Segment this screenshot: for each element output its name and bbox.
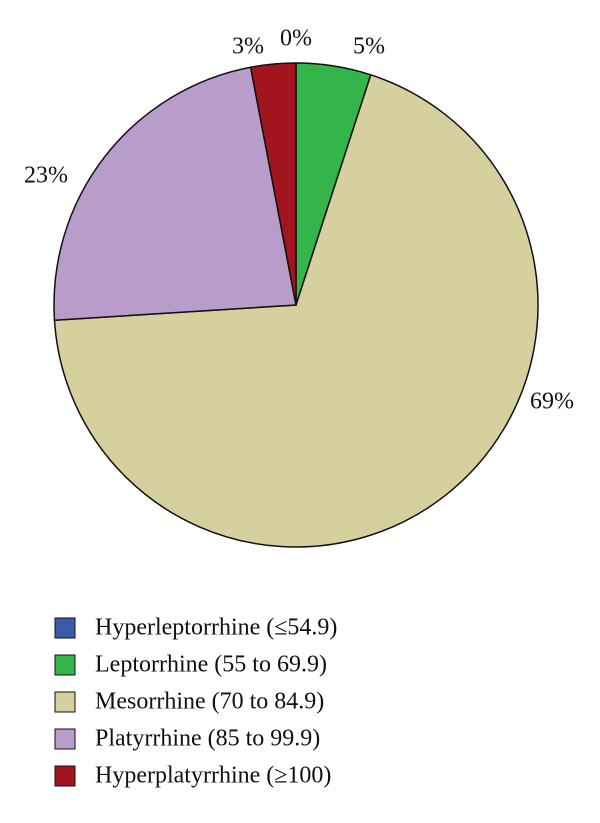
legend-label: Platyrrhine (85 to 99.9) bbox=[95, 726, 320, 752]
value-label: 23% bbox=[24, 163, 68, 189]
legend-swatch bbox=[54, 617, 76, 639]
legend-label: Leptorrhine (55 to 69.9) bbox=[95, 652, 327, 678]
value-label: 69% bbox=[530, 389, 574, 415]
legend-swatch bbox=[54, 654, 76, 676]
pie-slice bbox=[53, 73, 539, 548]
value-label: 3% bbox=[232, 34, 264, 60]
value-labels: 0% 5% 69% 23% 3% bbox=[24, 26, 574, 415]
legend: Hyperleptorrhine (≤54.9) Leptorrhine (55 … bbox=[54, 615, 337, 789]
value-label: 5% bbox=[353, 34, 385, 60]
value-label: 0% bbox=[280, 26, 312, 52]
legend-swatch bbox=[54, 691, 76, 713]
legend-label: Hyperplatyrrhine (≥100) bbox=[95, 763, 331, 789]
pie bbox=[53, 62, 539, 548]
pie-slice bbox=[249, 62, 297, 306]
legend-label: Mesorrhine (70 to 84.9) bbox=[95, 689, 324, 715]
legend-swatch bbox=[54, 765, 76, 787]
legend-label: Hyperleptorrhine (≤54.9) bbox=[95, 615, 337, 641]
legend-swatch bbox=[54, 728, 76, 750]
pie-slice bbox=[53, 66, 297, 321]
